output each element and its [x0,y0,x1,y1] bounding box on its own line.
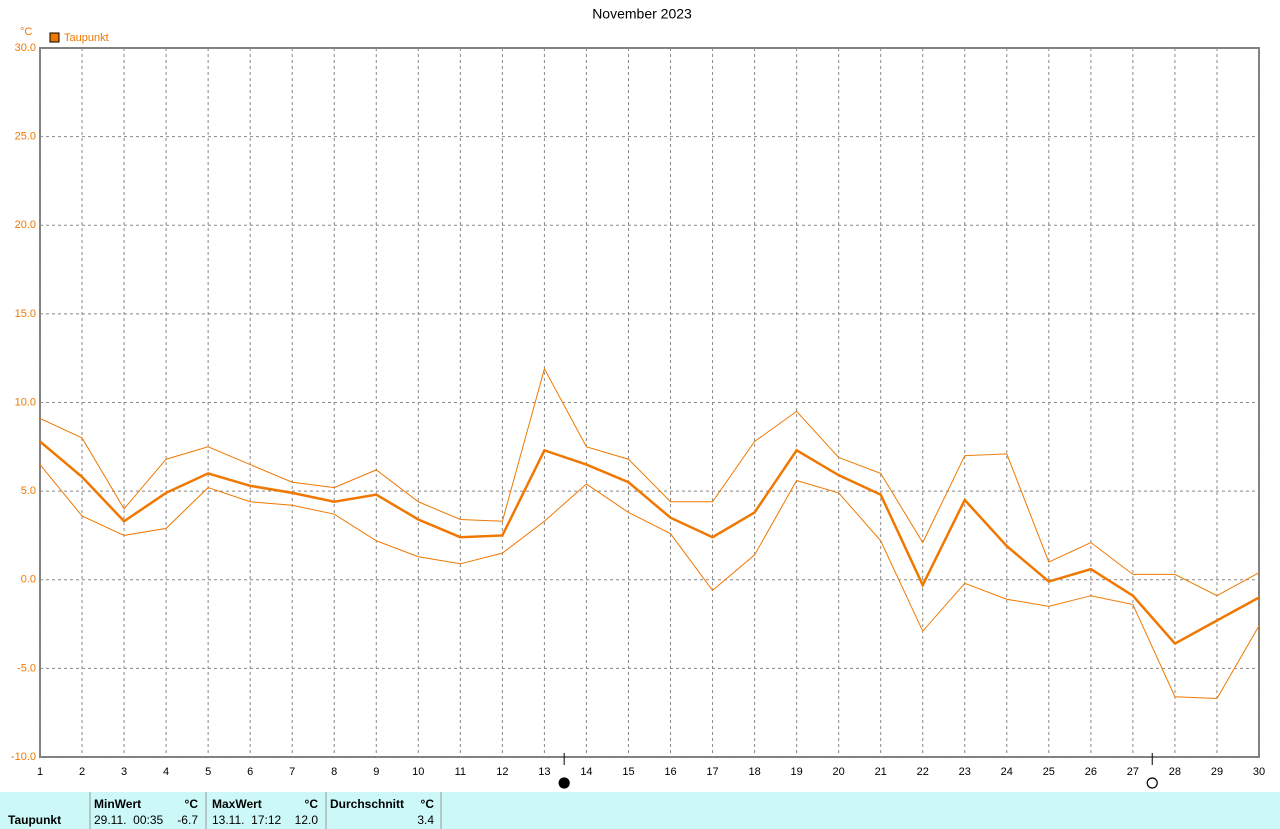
x-tick-label: 10 [412,766,424,778]
summary-value: 3.4 [417,813,434,827]
y-tick-label: 10.0 [15,396,36,408]
x-tick-label: 11 [455,766,466,778]
series-line [39,464,1260,700]
x-tick-label: 2 [79,766,85,778]
series-line [39,367,1260,597]
x-tick-label: 8 [331,766,337,778]
y-tick-label: -10.0 [11,751,36,763]
summary-bar [0,792,1280,829]
y-unit: °C [20,26,32,38]
y-tick-label: 25.0 [15,131,36,143]
x-tick-label: 17 [706,766,718,778]
x-tick-label: 13 [538,766,550,778]
moon-marker [558,777,570,789]
x-tick-label: 28 [1169,766,1181,778]
x-tick-label: 29 [1211,766,1223,778]
y-tick-label: 30.0 [15,42,36,54]
x-tick-label: 20 [833,766,845,778]
x-tick-label: 1 [37,766,43,778]
y-tick-label: 15.0 [15,308,36,320]
x-tick-label: 25 [1043,766,1055,778]
summary-unit: °C [305,797,319,811]
x-tick-label: 27 [1127,766,1139,778]
summary-header: Durchschnitt [330,797,404,811]
y-tick-label: 20.0 [15,219,36,231]
series-line [39,440,1260,646]
x-tick-label: 23 [959,766,971,778]
chart-title: November 2023 [592,6,692,22]
summary-unit: °C [185,797,199,811]
x-tick-label: 7 [289,766,295,778]
x-tick-label: 9 [373,766,379,778]
summary-value: 12.0 [295,813,319,827]
summary-time: 13.11. 17:12 [212,813,281,827]
y-tick-label: -5.0 [17,662,36,674]
moon-marker [1146,777,1158,789]
x-tick-label: 30 [1253,766,1265,778]
x-tick-label: 14 [580,766,592,778]
legend-label: Taupunkt [64,32,109,44]
x-tick-label: 16 [664,766,676,778]
y-tick-label: 5.0 [21,485,36,497]
x-tick-label: 4 [163,766,169,778]
summary-header: MinWert [94,797,141,811]
x-tick-label: 18 [748,766,760,778]
summary-header: MaxWert [212,797,262,811]
summary-value: -6.7 [177,813,198,827]
summary-row-label: Taupunkt [8,813,61,827]
y-tick-label: 0.0 [21,574,36,586]
x-tick-label: 5 [205,766,211,778]
summary-unit: °C [421,797,435,811]
x-tick-label: 3 [121,766,127,778]
x-tick-label: 24 [1001,766,1013,778]
x-tick-label: 22 [917,766,929,778]
x-tick-label: 21 [875,766,887,778]
x-tick-label: 19 [790,766,802,778]
x-tick-label: 26 [1085,766,1097,778]
x-tick-label: 12 [496,766,508,778]
x-tick-label: 15 [622,766,634,778]
x-tick-label: 6 [247,766,253,778]
summary-time: 29.11. 00:35 [94,813,163,827]
legend-swatch [49,32,60,43]
